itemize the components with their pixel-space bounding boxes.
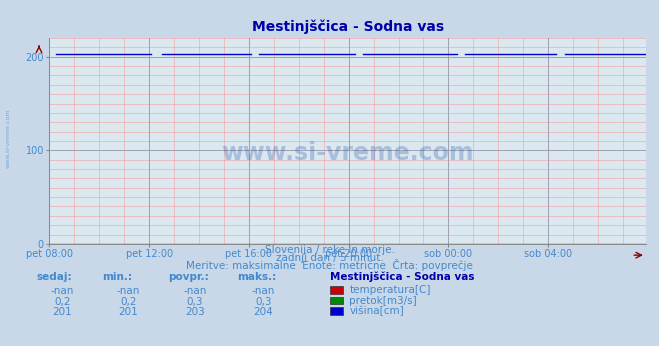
Text: 201: 201 bbox=[119, 307, 138, 317]
Text: 203: 203 bbox=[185, 307, 205, 317]
Text: 0,2: 0,2 bbox=[120, 297, 137, 307]
Text: višina[cm]: višina[cm] bbox=[349, 306, 404, 316]
Text: 0,3: 0,3 bbox=[255, 297, 272, 307]
Text: 0,2: 0,2 bbox=[54, 297, 71, 307]
Text: Mestinjščica - Sodna vas: Mestinjščica - Sodna vas bbox=[330, 272, 474, 282]
Text: min.:: min.: bbox=[102, 272, 132, 282]
Text: 204: 204 bbox=[254, 307, 273, 317]
Text: povpr.:: povpr.: bbox=[168, 272, 209, 282]
Text: sedaj:: sedaj: bbox=[36, 272, 72, 282]
Text: www.si-vreme.com: www.si-vreme.com bbox=[221, 142, 474, 165]
Text: 201: 201 bbox=[53, 307, 72, 317]
Text: temperatura[C]: temperatura[C] bbox=[349, 285, 431, 295]
Text: www.si-vreme.com: www.si-vreme.com bbox=[5, 109, 11, 168]
Text: -nan: -nan bbox=[117, 286, 140, 296]
Text: -nan: -nan bbox=[51, 286, 74, 296]
Text: maks.:: maks.: bbox=[237, 272, 277, 282]
Text: -nan: -nan bbox=[252, 286, 275, 296]
Text: Slovenija / reke in morje.: Slovenija / reke in morje. bbox=[264, 245, 395, 255]
Text: zadnji dan / 5 minut.: zadnji dan / 5 minut. bbox=[275, 253, 384, 263]
Text: pretok[m3/s]: pretok[m3/s] bbox=[349, 296, 417, 306]
Text: Meritve: maksimalne  Enote: metrične  Črta: povprečje: Meritve: maksimalne Enote: metrične Črta… bbox=[186, 259, 473, 271]
Text: 0,3: 0,3 bbox=[186, 297, 204, 307]
Text: -nan: -nan bbox=[183, 286, 207, 296]
Title: Mestinjščica - Sodna vas: Mestinjščica - Sodna vas bbox=[252, 20, 444, 34]
